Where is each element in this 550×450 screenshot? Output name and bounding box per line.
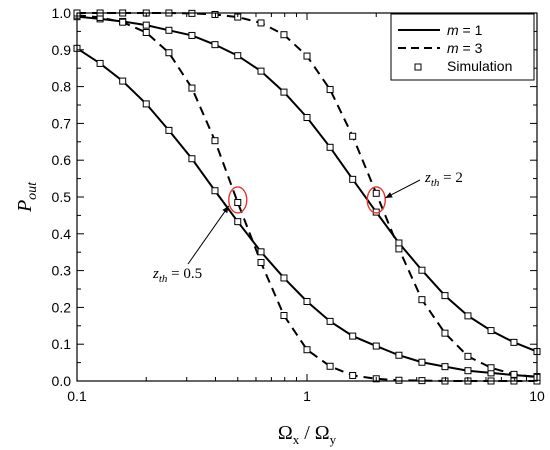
legend-label-m1: m = 1	[447, 22, 483, 38]
simulation-marker-2-12	[349, 371, 357, 379]
simulation-marker-2-9	[280, 312, 288, 319]
annotation-arrow-zth-0-5	[187, 205, 230, 265]
simulation-marker-0-6	[211, 187, 219, 195]
y-tick-label-6: 0.6	[52, 152, 72, 168]
simulation-marker-2-10	[303, 346, 311, 354]
annotation-label-zth-2: zth = 2	[424, 170, 463, 189]
y-tick-label-9: 0.9	[52, 42, 72, 58]
simulation-marker-3-16	[441, 329, 449, 337]
simulation-marker-0-2	[119, 77, 127, 85]
simulation-marker-1-10	[303, 114, 311, 122]
y-axis-title: Pout	[14, 181, 40, 213]
simulation-marker-0-3	[142, 100, 150, 108]
simulation-marker-1-12	[349, 175, 357, 183]
simulation-marker-3-12	[349, 132, 357, 140]
simulation-marker-1-18	[487, 327, 495, 335]
simulation-marker-3-15	[418, 296, 426, 304]
simulation-marker-2-7	[234, 199, 242, 207]
axis-labels: 0.1 1 100.00.10.20.30.40.50.60.70.80.91.0	[52, 5, 545, 404]
annotation-arrow-zth-2	[385, 179, 421, 199]
simulation-marker-0-13	[372, 342, 380, 350]
y-tick-label-7: 0.7	[52, 115, 72, 131]
simulation-marker-1-11	[326, 143, 334, 151]
simulation-marker-3-6	[211, 10, 219, 18]
legend-label-m3: m = 3	[447, 40, 483, 56]
simulation-marker-3-8	[257, 19, 265, 27]
y-tick-label-10: 1.0	[52, 5, 72, 21]
highlight-circle-zth-2	[366, 186, 386, 214]
legend: m = 1 m = 3 Simulation	[390, 13, 535, 81]
simulation-marker-2-3	[142, 29, 150, 36]
x-tick-label-0: 0.1	[67, 388, 87, 404]
y-tick-label-3: 0.3	[52, 263, 72, 279]
simulation-marker-2-8	[257, 259, 265, 266]
simulation-marker-3-14	[395, 245, 403, 253]
y-tick-label-2: 0.2	[52, 299, 72, 315]
simulation-marker-2-4	[165, 49, 173, 57]
simulation-marker-1-14	[395, 239, 403, 247]
simulation-marker-0-14	[395, 351, 403, 359]
y-tick-label-4: 0.4	[52, 226, 72, 242]
simulation-marker-2-11	[326, 362, 334, 370]
simulation-marker-1-5	[188, 31, 196, 39]
y-tick-label-1: 0.1	[52, 336, 72, 352]
simulation-marker-1-3	[142, 21, 150, 29]
annotations: zth = 0.5 zth = 2	[152, 170, 463, 285]
simulation-marker-0-10	[303, 298, 311, 306]
simulation-marker-0-17	[464, 367, 472, 375]
simulation-marker-3-19	[510, 370, 518, 378]
y-tick-label-8: 0.8	[52, 79, 72, 95]
simulation-marker-0-15	[418, 358, 426, 366]
simulation-marker-2-14	[395, 376, 403, 384]
simulation-marker-0-1	[96, 59, 104, 67]
legend-label-simulation: Simulation	[447, 58, 512, 74]
simulation-marker-3-13	[372, 189, 380, 197]
simulation-marker-1-16	[441, 292, 449, 300]
legend-swatch-square	[414, 63, 422, 71]
simulation-marker-3-10	[303, 52, 311, 60]
simulation-marker-3-18	[487, 364, 495, 372]
simulation-marker-1-19	[510, 338, 518, 346]
simulation-marker-0-9	[280, 274, 288, 282]
simulation-marker-1-8	[257, 67, 265, 75]
simulation-marker-0-7	[234, 218, 242, 226]
series-line-0	[76, 47, 538, 378]
simulation-marker-1-9	[280, 88, 288, 96]
highlight-circle-zth-0-5	[228, 186, 248, 214]
simulation-marker-0-8	[257, 248, 265, 256]
simulation-marker-0-11	[326, 317, 334, 325]
y-tick-label-5: 0.5	[52, 189, 72, 205]
simulation-marker-1-17	[464, 312, 472, 320]
simulation-marker-2-6	[211, 137, 219, 145]
simulation-marker-1-15	[418, 266, 426, 274]
x-tick-label-1: 1	[303, 388, 311, 404]
x-tick-label-2: 10	[529, 388, 545, 404]
simulation-marker-0-5	[188, 155, 196, 163]
simulation-marker-3-17	[464, 352, 472, 360]
simulation-marker-1-7	[234, 52, 242, 60]
simulation-marker-2-2	[119, 18, 127, 26]
simulation-marker-0-16	[441, 363, 449, 371]
simulation-marker-2-5	[188, 84, 196, 92]
simulation-marker-1-6	[211, 41, 219, 49]
annotation-label-zth-0-5: zth = 0.5	[152, 266, 202, 285]
simulation-marker-0-4	[165, 126, 173, 134]
simulation-marker-0-12	[349, 332, 357, 340]
simulation-marker-1-4	[165, 26, 173, 34]
simulation-marker-3-9	[280, 31, 288, 39]
x-axis-title: Ωx / Ωy	[278, 422, 337, 447]
y-tick-label-0: 0.0	[52, 373, 72, 389]
simulation-marker-3-11	[326, 86, 334, 94]
